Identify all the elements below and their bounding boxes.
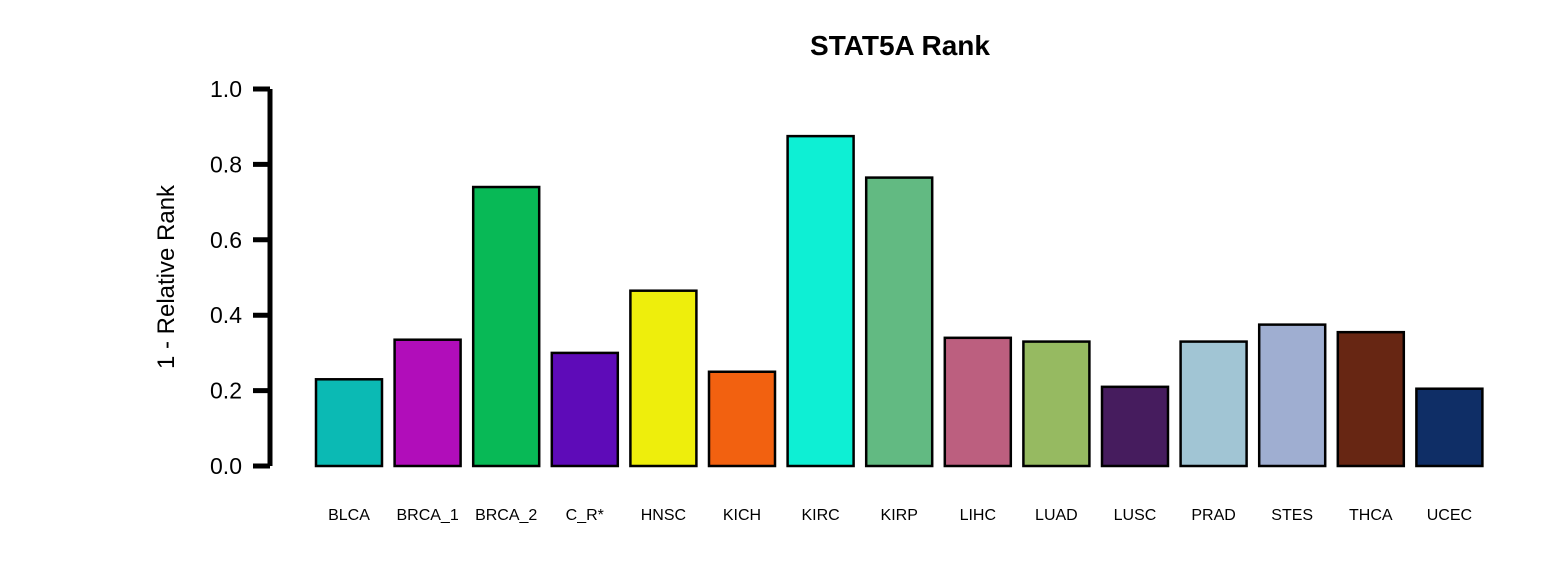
bars — [314, 134, 1484, 468]
x-tick-label: LIHC — [960, 507, 996, 524]
bar-brca-1 — [393, 338, 462, 468]
bar-blca — [314, 378, 384, 468]
y-ticks: 0.0 0.2 0.4 0.6 0.8 1.0 — [210, 76, 270, 479]
bar-lihc — [943, 336, 1013, 468]
x-tick-label: KIRC — [801, 507, 839, 524]
bar-c-r — [550, 351, 620, 468]
x-tick-label: C_R* — [566, 507, 604, 524]
x-tick-label: HNSC — [641, 507, 686, 524]
bar-kich — [707, 370, 777, 468]
bar-hnsc — [629, 289, 698, 468]
bar-brca-2 — [471, 185, 541, 468]
y-tick-label: 0.4 — [210, 302, 242, 328]
bar-stes — [1257, 323, 1327, 468]
x-tick-label: UCEC — [1427, 507, 1472, 524]
x-tick-label: LUAD — [1035, 507, 1078, 524]
chart-title: STAT5A Rank — [810, 30, 990, 61]
x-tick-label: BRCA_2 — [475, 507, 537, 524]
x-tick-labels: BLCA BRCA_1 BRCA_2 C_R* HNSC KICH KIRC KIRP LIHC… — [328, 507, 1472, 524]
x-tick-label: THCA — [1349, 507, 1393, 524]
y-tick-label: 0.2 — [210, 378, 242, 404]
x-tick-label: BLCA — [328, 507, 370, 524]
x-tick-label: KICH — [723, 507, 761, 524]
bar-thca — [1336, 330, 1406, 468]
x-tick-label: KIRP — [881, 507, 918, 524]
x-tick-label: LUSC — [1114, 507, 1157, 524]
bar-luad — [1022, 340, 1091, 468]
bar-lusc — [1100, 385, 1170, 468]
y-axis-label: 1 - Relative Rank — [153, 184, 180, 369]
y-tick-label: 1.0 — [210, 76, 242, 102]
y-tick-label: 0.0 — [210, 453, 242, 479]
x-tick-label: BRCA_1 — [396, 507, 458, 524]
bar-prad — [1179, 340, 1248, 468]
bar-kirc — [786, 134, 855, 468]
y-tick-label: 0.8 — [210, 151, 242, 177]
x-tick-label: STES — [1271, 507, 1313, 524]
x-tick-label: PRAD — [1191, 507, 1235, 524]
bar-kirp — [864, 176, 934, 468]
bar-ucec — [1415, 387, 1484, 468]
y-tick-label: 0.6 — [210, 227, 242, 253]
